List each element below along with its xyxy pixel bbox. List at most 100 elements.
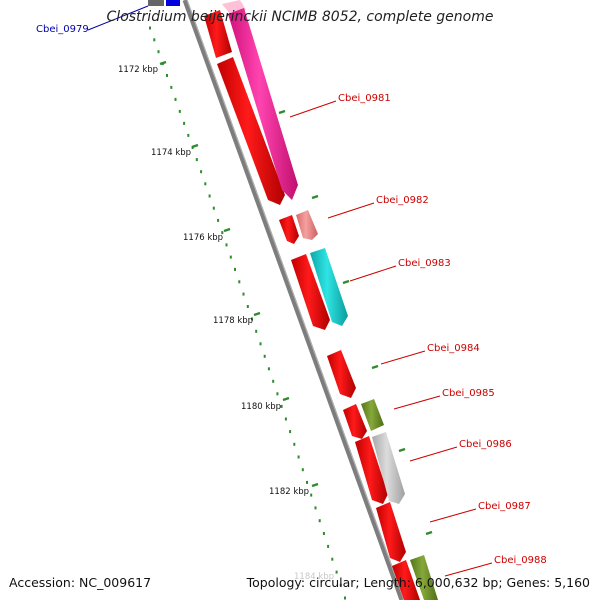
tick-dot [318, 519, 321, 523]
gene-arrow [410, 555, 438, 600]
gene-label-cbei-0987[interactable]: Cbei_0987 [478, 501, 531, 512]
tick-dot [344, 596, 346, 600]
outer-tick [342, 279, 350, 285]
gene-arrow [228, 8, 298, 200]
gene-arrow [392, 560, 420, 600]
tick-dot [212, 206, 215, 210]
tick-dot [284, 417, 287, 421]
tick-dot [263, 354, 266, 358]
tick-dot [310, 493, 313, 497]
outer-tick [371, 364, 379, 370]
major-tick [191, 143, 199, 149]
label-leader-line [393, 395, 441, 410]
major-tick [223, 227, 231, 233]
accession-text: Accession: NC_009617 [9, 575, 152, 590]
tick-dot [327, 544, 330, 548]
gene-label-cbei-0979[interactable]: Cbei_0979 [36, 24, 89, 35]
tick-dot [153, 38, 156, 42]
gene-arrow-blue-fragment [166, 0, 180, 6]
tick-dot [229, 255, 232, 259]
tick-dot [276, 392, 279, 396]
outer-tick [398, 447, 406, 453]
label-leader-line [327, 202, 375, 219]
tick-dot [289, 430, 292, 434]
tick-dot [246, 305, 249, 308]
major-tick [282, 396, 290, 402]
map-title: Clostridium beijerinckii NCIMB 8052, com… [106, 9, 494, 25]
tick-dot [178, 109, 181, 113]
kbp-tick-label: 1178 kbp [213, 316, 253, 326]
gene-arrow [361, 399, 384, 431]
gene-label-cbei-0984[interactable]: Cbei_0984 [427, 343, 480, 354]
gene-arrow-grey-fragment [148, 0, 164, 6]
outer-tick-marks [278, 109, 433, 536]
major-tick [159, 60, 167, 66]
gene-arrow [217, 57, 285, 205]
tick-dot [225, 243, 228, 247]
kbp-tick-label: 1182 kbp [269, 487, 309, 497]
label-leader-line [444, 562, 493, 577]
tick-dot [259, 342, 262, 346]
gene-arrow [343, 404, 367, 439]
gene-arrow [279, 215, 299, 244]
kbp-tick-label-faded: 1184 kbp [294, 572, 334, 582]
genome-backbone-highlight [186, 0, 405, 600]
genome-backbone [182, 0, 405, 600]
gene-arrow [376, 502, 406, 562]
tick-dot [272, 379, 275, 383]
tick-dot [195, 158, 198, 162]
tick-dot [208, 194, 211, 198]
tick-dot [306, 480, 308, 484]
tick-dot [297, 455, 300, 459]
gene-arrow [310, 248, 348, 326]
tick-dot [255, 329, 258, 333]
major-tick [253, 311, 261, 317]
tick-dot [301, 468, 304, 472]
tick-dot [200, 170, 203, 174]
label-leader-line [380, 350, 426, 365]
tick-dot [335, 570, 338, 574]
tick-dot [251, 317, 253, 321]
gene-label-cbei-0986[interactable]: Cbei_0986 [459, 439, 512, 450]
tick-dot [242, 292, 245, 296]
tick-dot [267, 367, 270, 371]
tick-dot [280, 404, 283, 408]
kbp-tick-label: 1180 kbp [241, 402, 281, 412]
tick-dot [157, 50, 160, 54]
tick-dot [149, 26, 151, 30]
tick-dot [187, 133, 190, 137]
gene-label-cbei-0983[interactable]: Cbei_0983 [398, 258, 451, 269]
label-leader-line [409, 446, 458, 462]
kbp-tick-label: 1174 kbp [151, 148, 191, 158]
tick-dot [339, 583, 342, 587]
tick-dot [183, 121, 186, 125]
gene-arrow [327, 350, 356, 398]
tick-dot [170, 85, 173, 89]
genome-stats-text: Topology: circular; Length: 6,000,632 bp… [246, 575, 590, 590]
tick-dot [221, 231, 224, 235]
tick-dot [204, 182, 207, 186]
gene-arrow [355, 436, 388, 504]
outer-tick [278, 109, 286, 115]
label-leader-line [289, 100, 337, 118]
tick-marks [159, 60, 319, 488]
gene-label-cbei-0988[interactable]: Cbei_0988 [494, 555, 547, 566]
gene-arrow [372, 432, 405, 504]
outer-tick [311, 194, 319, 200]
tick-dot [166, 74, 168, 77]
outer-tick [425, 530, 433, 536]
tick-dot [331, 557, 334, 561]
tick-dot [293, 442, 296, 446]
label-leader-line [87, 5, 149, 31]
tick-dot [234, 267, 236, 271]
gene-arrow [204, 10, 232, 58]
gene-label-cbei-0985[interactable]: Cbei_0985 [442, 388, 495, 399]
major-tick [311, 482, 319, 488]
tick-dot [217, 218, 220, 222]
gene-label-cbei-0982[interactable]: Cbei_0982 [376, 195, 429, 206]
tick-dot [238, 280, 241, 284]
gene-label-cbei-0981[interactable]: Cbei_0981 [338, 93, 391, 104]
tick-dot [174, 97, 177, 101]
tick-dot [322, 532, 325, 535]
